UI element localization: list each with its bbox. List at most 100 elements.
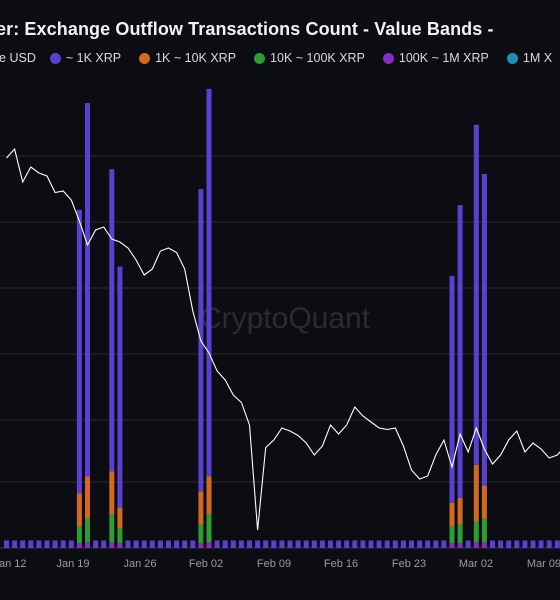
bar--1k-xrp-55: [449, 275, 455, 503]
bar--1k-xrp-23: [190, 540, 196, 548]
bar-10k-100k-xrp-10: [85, 518, 90, 543]
bar-1k-10k-xrp-25: [206, 476, 212, 514]
bar--1k-xrp-53: [433, 540, 439, 548]
bar--1k-xrp-59: [481, 173, 487, 486]
bar--1k-xrp-16: [133, 540, 139, 548]
bar-10k-100k-xrp-9: [76, 526, 82, 544]
bar--1k-xrp-67: [546, 540, 552, 548]
bar--1k-xrp-62: [506, 540, 512, 548]
bar--1k-xrp-68: [554, 540, 560, 548]
chart-legend: ice USD ~ 1K XRP 1K ~ 10K XRP 10K ~ 100K XR…: [0, 51, 560, 65]
x-tick-label-6: Feb 23: [392, 558, 426, 570]
bar-10k-100k-xrp-59: [481, 518, 487, 543]
bar--1k-xrp-28: [230, 540, 236, 548]
bar-1k-10k-xrp-14: [117, 507, 123, 529]
legend-100k-1m[interactable]: 100K ~ 1M XRP: [382, 51, 489, 65]
legend-1k-label: ~ 1K XRP: [65, 51, 122, 65]
bar-10k-100k-xrp-14: [117, 528, 123, 544]
x-tick-label-7: Mar 02: [459, 558, 493, 570]
bar--1k-xrp-30: [247, 540, 252, 548]
bar--1k-xrp-0: [4, 540, 9, 548]
bar--1k-xrp-14: [117, 266, 123, 508]
bar-10k-100k-xrp-13: [109, 513, 115, 543]
bar--1k-xrp-17: [141, 540, 147, 548]
bar--1k-xrp-10: [85, 103, 90, 477]
bar--1k-xrp-8: [68, 540, 74, 548]
bar--1k-xrp-45: [368, 540, 374, 548]
bar--1k-xrp-57: [465, 540, 471, 548]
bar--1k-xrp-41: [336, 540, 342, 548]
legend-1k-10k[interactable]: 1K ~ 10K XRP: [139, 51, 236, 65]
bar-10k-100k-xrp-55: [449, 526, 455, 544]
bar-1k-10k-xrp-59: [481, 485, 487, 519]
bar--1k-xrp-36: [295, 540, 301, 548]
legend-100k-1m-label: 100K ~ 1M XRP: [398, 51, 489, 65]
bar--1k-xrp-37: [303, 540, 309, 548]
x-tick-label-0: Jan 12: [0, 558, 27, 570]
bar--1k-xrp-51: [417, 540, 423, 548]
bar-1k-10k-xrp-55: [449, 502, 455, 527]
bar-100k-1m-xrp-9: [76, 543, 82, 548]
bar--1k-xrp-54: [441, 540, 447, 548]
bar--1k-xrp-20: [166, 540, 171, 548]
bar--1k-xrp-4: [36, 540, 42, 548]
bar-100k-1m-xrp-13: [109, 542, 115, 548]
bar--1k-xrp-29: [238, 540, 244, 548]
bar-10k-100k-xrp-25: [206, 513, 212, 543]
bar--1k-xrp-35: [287, 540, 293, 548]
bar-1k-10k-xrp-58: [473, 464, 479, 522]
bar--1k-xrp-15: [125, 540, 131, 548]
bar--1k-xrp-58: [473, 124, 479, 465]
x-tick-label-3: Feb 02: [189, 558, 223, 570]
bar--1k-xrp-12: [101, 540, 107, 548]
legend-100k-1m-swatch: [382, 52, 394, 64]
legend-1k-swatch: [49, 52, 61, 64]
x-tick-label-5: Feb 16: [324, 558, 358, 570]
bar--1k-xrp-42: [344, 540, 350, 548]
bar--1k-xrp-34: [279, 540, 285, 548]
bar-100k-1m-xrp-25: [206, 542, 212, 548]
legend-1k[interactable]: ~ 1K XRP: [49, 51, 122, 65]
bar--1k-xrp-49: [400, 540, 406, 548]
bar--1k-xrp-5: [44, 540, 50, 548]
bar--1k-xrp-27: [222, 540, 228, 548]
bar--1k-xrp-47: [384, 540, 390, 548]
bar--1k-xrp-50: [409, 540, 414, 548]
legend-price[interactable]: ice USD: [0, 51, 36, 65]
bar-100k-1m-xrp-58: [473, 542, 479, 548]
bar-1k-10k-xrp-10: [85, 476, 90, 519]
bar--1k-xrp-65: [530, 540, 536, 548]
price-line: [6, 147, 560, 531]
bar-10k-100k-xrp-56: [457, 524, 463, 544]
bar--1k-xrp-31: [255, 540, 261, 548]
x-tick-label-2: Jan 26: [123, 558, 156, 570]
bar-100k-1m-xrp-55: [449, 543, 455, 548]
bar-100k-1m-xrp-56: [457, 543, 463, 548]
bar--1k-xrp-56: [457, 205, 463, 498]
legend-10k-100k-label: 10K ~ 100K XRP: [270, 51, 365, 65]
bar--1k-xrp-60: [490, 540, 495, 548]
bar--1k-xrp-21: [174, 540, 180, 548]
bar--1k-xrp-66: [538, 540, 544, 548]
bar--1k-xrp-22: [182, 540, 188, 548]
bar--1k-xrp-19: [157, 540, 163, 548]
bar--1k-xrp-39: [319, 540, 325, 548]
bar--1k-xrp-46: [376, 540, 382, 548]
bar--1k-xrp-63: [514, 540, 520, 548]
bar--1k-xrp-44: [360, 540, 366, 548]
bar--1k-xrp-38: [311, 540, 317, 548]
bar--1k-xrp-25: [206, 88, 212, 477]
legend-1m[interactable]: 1M X: [506, 51, 552, 65]
bar--1k-xrp-48: [392, 540, 398, 548]
legend-1m-swatch: [506, 52, 518, 64]
bar-1k-10k-xrp-56: [457, 497, 463, 525]
bar--1k-xrp-7: [60, 540, 66, 548]
legend-10k-100k[interactable]: 10K ~ 100K XRP: [254, 51, 365, 65]
x-tick-label-8: Mar 09: [527, 558, 560, 570]
x-tick-label-1: Jan 19: [56, 558, 89, 570]
bar--1k-xrp-9: [76, 209, 82, 494]
bar--1k-xrp-32: [263, 540, 269, 548]
bar--1k-xrp-2: [20, 540, 26, 548]
bar--1k-xrp-64: [522, 540, 528, 548]
